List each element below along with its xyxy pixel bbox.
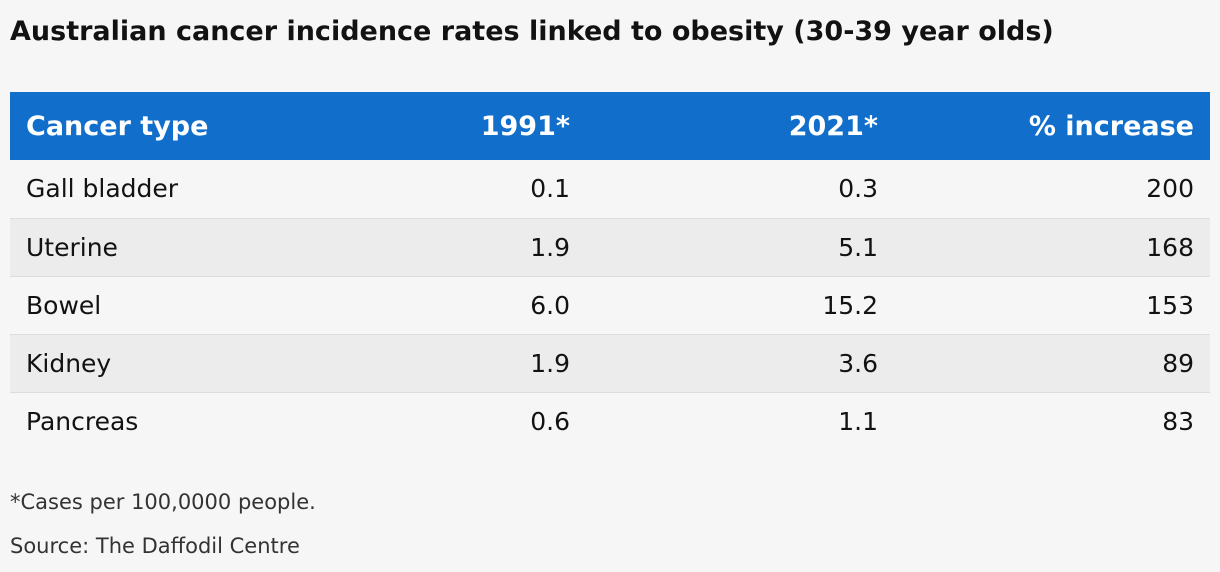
- source-credit: Source: The Daffodil Centre: [10, 534, 300, 558]
- cell-2021: 15.2: [586, 275, 894, 334]
- cancer-incidence-table: Cancer type 1991* 2021* % increase Gall …: [10, 92, 1210, 450]
- table-row: Bowel 6.0 15.2 153: [10, 275, 1210, 334]
- cell-1991: 0.6: [270, 391, 586, 450]
- cell-1991: 1.9: [270, 333, 586, 392]
- table-row: Uterine 1.9 5.1 168: [10, 217, 1210, 276]
- cell-2021: 1.1: [586, 391, 894, 450]
- cell-percent-increase: 200: [1146, 174, 1194, 204]
- cell-percent-increase: 153: [894, 275, 1210, 334]
- footnote-units: *Cases per 100,0000 people.: [10, 490, 316, 514]
- cell-cancer-type: Gall bladder: [26, 174, 179, 204]
- cell-1991: 0.1: [530, 174, 570, 204]
- table-row: Kidney 1.9 3.6 89: [10, 333, 1210, 392]
- cell-cancer-type: Uterine: [10, 217, 270, 276]
- chart-title: Australian cancer incidence rates linked…: [10, 16, 1054, 47]
- cell-2021: 5.1: [586, 217, 894, 276]
- cell-2021: 3.6: [586, 333, 894, 392]
- column-header-percent-increase: % increase: [1028, 110, 1194, 142]
- table-row: Gall bladder 0.1 0.3 200: [10, 160, 1210, 218]
- cell-2021: 0.3: [838, 174, 878, 204]
- table-header-row: Cancer type 1991* 2021* % increase: [10, 92, 1210, 160]
- table-row: Pancreas 0.6 1.1 83: [10, 391, 1210, 450]
- cell-1991: 6.0: [270, 275, 586, 334]
- cell-cancer-type: Pancreas: [10, 391, 270, 450]
- column-header-1991: 1991*: [480, 110, 570, 142]
- column-header-cancer-type: Cancer type: [26, 110, 209, 142]
- cell-cancer-type: Bowel: [10, 275, 270, 334]
- column-header-2021: 2021*: [788, 110, 878, 142]
- cell-cancer-type: Kidney: [10, 333, 270, 392]
- cell-1991: 1.9: [270, 217, 586, 276]
- cell-percent-increase: 83: [894, 391, 1210, 450]
- cell-percent-increase: 89: [894, 333, 1210, 392]
- cell-percent-increase: 168: [894, 217, 1210, 276]
